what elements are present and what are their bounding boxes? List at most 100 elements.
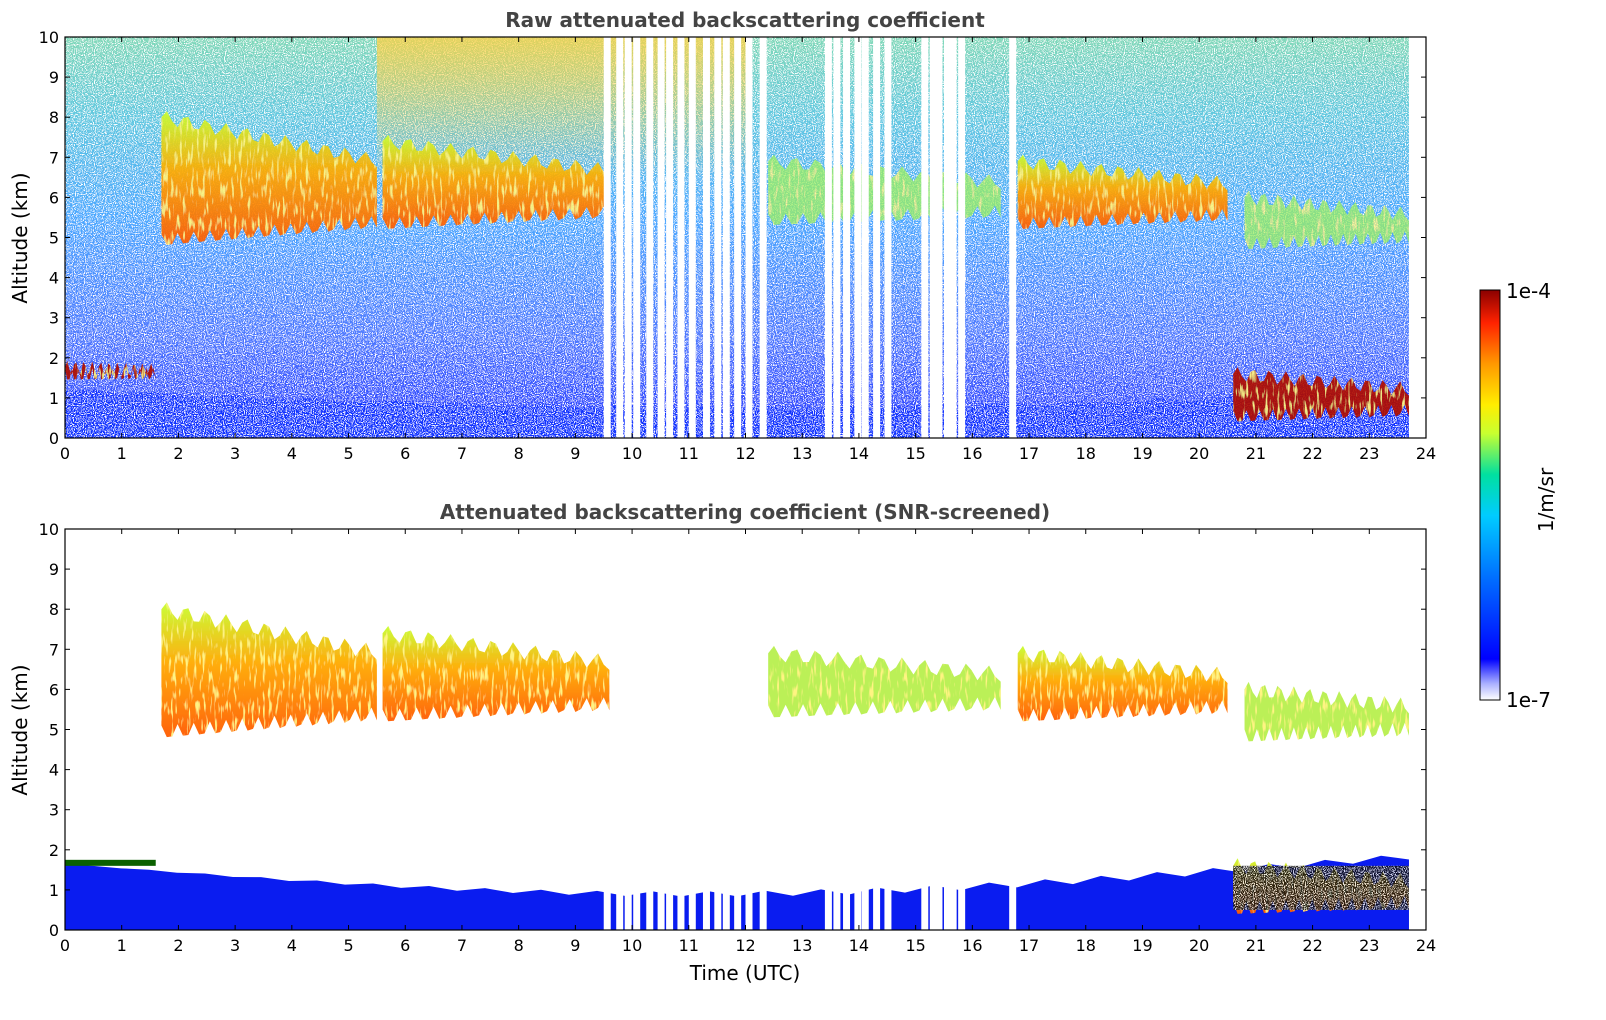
x-tick-label: 1: [117, 936, 127, 955]
missing-data-gap: [624, 869, 632, 930]
missing-data-gap: [702, 37, 710, 438]
missing-data-gap: [861, 869, 869, 930]
x-tick-label: 9: [570, 444, 580, 463]
missing-data-gap: [949, 869, 957, 930]
missing-data-gap: [935, 37, 943, 438]
missing-data-gap: [603, 869, 611, 930]
x-tick-label: 9: [570, 936, 580, 955]
cloud-layer: [382, 626, 610, 722]
x-tick-label: 7: [457, 444, 467, 463]
y-tick-label: 6: [49, 680, 59, 699]
x-tick-label: 4: [287, 936, 297, 955]
colorbar-unit-label: 1/m/sr: [1534, 467, 1558, 532]
missing-data-gap: [657, 869, 665, 930]
missing-data-gap: [646, 869, 654, 930]
x-tick-label: 19: [1132, 444, 1152, 463]
y-tick-label: 3: [49, 801, 59, 820]
x-tick-label: 0: [60, 936, 70, 955]
x-tick-label: 1: [117, 444, 127, 463]
x-tick-label: 12: [735, 444, 755, 463]
y-tick-label: 3: [49, 309, 59, 328]
missing-data-gap: [734, 37, 742, 438]
missing-data-gap: [929, 869, 937, 930]
missing-data-gap: [688, 869, 696, 930]
missing-data-gap: [734, 869, 742, 930]
x-tick-label: 18: [1076, 936, 1096, 955]
x-tick-label: 5: [343, 444, 353, 463]
y-tick-label: 2: [49, 349, 59, 368]
missing-data-gap: [677, 37, 685, 438]
x-tick-label: 11: [679, 936, 699, 955]
x-tick-label: 16: [962, 444, 982, 463]
x-tick-label: 15: [905, 936, 925, 955]
missing-data-gap: [603, 37, 611, 438]
missing-data-gap: [688, 37, 696, 438]
raw-backscatter-image: [65, 37, 1426, 438]
no-data-region: [1408, 37, 1426, 438]
missing-data-gap: [843, 37, 851, 438]
cloud-layer: [1017, 154, 1228, 229]
missing-data-gap: [759, 37, 767, 438]
missing-data-gap: [921, 37, 929, 438]
missing-data-gap: [921, 869, 929, 930]
missing-data-gap: [958, 37, 966, 438]
y-tick-label: 4: [49, 761, 59, 780]
missing-data-gap: [943, 37, 951, 438]
y-axis-ticks: 0 1 2 3 4 5 6 7 8 9 10: [39, 28, 1426, 448]
x-tick-label: 24: [1416, 936, 1436, 955]
y-axis-ticks: 0 1 2 3 4 5 6 7 8 9 10: [39, 520, 1426, 940]
x-tick-label: 15: [905, 444, 925, 463]
y-tick-label: 0: [49, 921, 59, 940]
missing-data-gap: [677, 869, 685, 930]
y-tick-label: 8: [49, 108, 59, 127]
missing-data-gap: [633, 37, 641, 438]
cloud-layer: [382, 134, 610, 229]
missing-data-gap: [824, 869, 832, 930]
colorbar-min-label: 1e-7: [1506, 688, 1551, 712]
no-data-region: [1408, 529, 1426, 930]
cloud-layer: [161, 111, 377, 245]
x-axis-ticks: 0 1 2 3 4 5 6 7 8 9 10 11 12 13 14 15 16 17 18 19 20 21 22 23 24: [60, 529, 1436, 955]
missing-data-gap: [722, 37, 730, 438]
x-tick-label: 22: [1302, 444, 1322, 463]
missing-data-gap: [861, 37, 869, 438]
x-tick-label: 7: [457, 936, 467, 955]
cloud-layer: [65, 360, 156, 380]
missing-data-gap: [714, 869, 722, 930]
cloud-layer: [1244, 190, 1409, 249]
panel-title: Raw attenuated backscattering coefficien…: [505, 8, 985, 32]
missing-data-gap: [1009, 869, 1017, 930]
missing-data-gap: [943, 869, 951, 930]
y-tick-label: 0: [49, 429, 59, 448]
missing-data-gap: [873, 869, 881, 930]
missing-data-gap: [1009, 37, 1017, 438]
y-tick-label: 8: [49, 600, 59, 619]
missing-data-gap: [666, 869, 674, 930]
colorbar-gradient-bar: [1479, 289, 1501, 701]
missing-data-gap: [833, 37, 841, 438]
x-tick-label: 17: [1019, 444, 1039, 463]
missing-data-gap: [616, 869, 624, 930]
missing-data-gap: [949, 37, 957, 438]
y-tick-label: 1: [49, 881, 59, 900]
missing-data-gap: [929, 37, 937, 438]
x-tick-label: 17: [1019, 936, 1039, 955]
x-tick-label: 13: [792, 936, 812, 955]
panel-title: Attenuated backscattering coefficient (S…: [440, 500, 1050, 524]
y-tick-label: 10: [39, 28, 59, 47]
y-tick-label: 4: [49, 269, 59, 288]
missing-data-gap: [646, 37, 654, 438]
colorbar-max-label: 1e-4: [1506, 279, 1551, 303]
y-tick-label: 7: [49, 148, 59, 167]
low-cloud: [1233, 865, 1409, 910]
x-tick-label: 14: [849, 444, 869, 463]
x-tick-label: 20: [1189, 936, 1209, 955]
x-tick-label: 10: [622, 936, 642, 955]
y-tick-label: 5: [49, 721, 59, 740]
x-axis-label: Time (UTC): [689, 961, 801, 985]
missing-data-gap: [843, 869, 851, 930]
cloud-layer: [1244, 681, 1409, 742]
missing-data-gap: [657, 37, 665, 438]
missing-data-gap: [873, 37, 881, 438]
missing-data-gap: [633, 869, 641, 930]
